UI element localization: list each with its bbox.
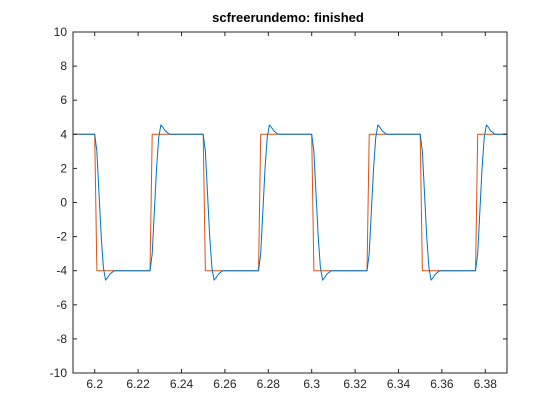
series-line-2 [73,124,507,281]
y-tick-label: 0 [60,196,67,210]
y-tick-label: 2 [60,161,67,175]
series-layer [73,124,507,281]
y-tick-label: -2 [56,230,67,244]
y-tick-label: -8 [56,332,67,346]
x-tick-label: 6.28 [257,377,281,391]
x-tick-label: 6.24 [170,377,194,391]
y-tick-label: -4 [56,264,67,278]
y-tick-label: 10 [54,25,68,39]
x-tick-label: 6.34 [387,377,411,391]
chart-title: scfreerundemo: finished [212,10,364,25]
x-tick-label: 6.26 [213,377,237,391]
x-tick-label: 6.38 [474,377,498,391]
x-tick-label: 6.22 [126,377,150,391]
axes-layer: 6.2 6.22 6.24 6.26 6.28 6.3 6.32 6.34 6.36 6.38 -1… [50,25,508,391]
y-tick-label: 8 [60,59,67,73]
y-tick-label: -10 [50,366,68,380]
x-tick-label: 6.32 [343,377,367,391]
y-tick-label: 6 [60,93,67,107]
x-tick-label: 6.3 [303,377,320,391]
y-tick-label: -6 [56,298,67,312]
x-tick-label: 6.36 [430,377,454,391]
y-tick-label: 4 [60,127,67,141]
x-tick-label: 6.2 [86,377,103,391]
